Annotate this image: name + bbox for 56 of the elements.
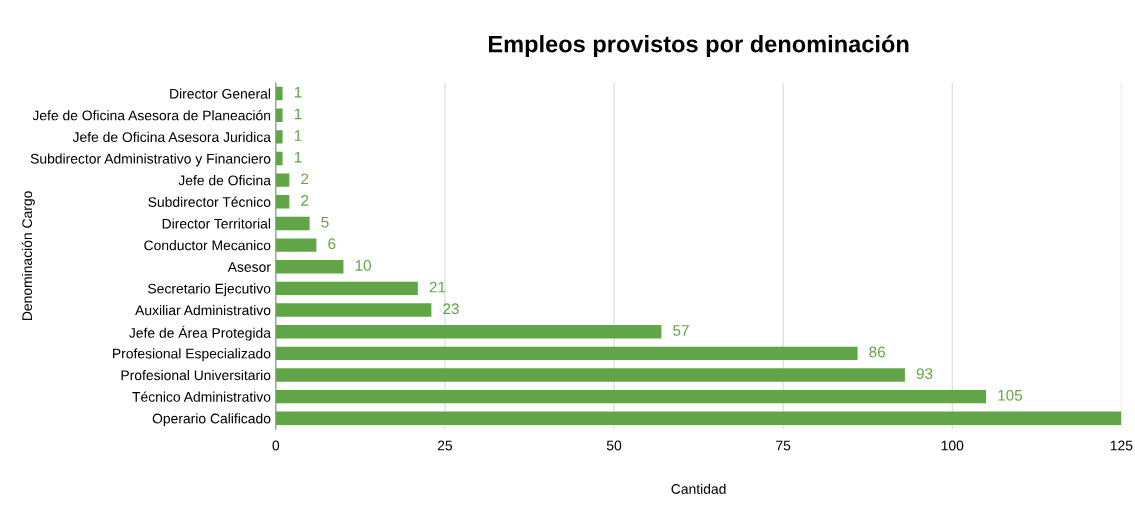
data-label: 105 [998,389,1023,401]
y-tick-label: Auxiliar Administrativo [135,305,271,316]
data-label: 1 [294,151,302,163]
y-tick-label: Asesor [227,262,271,272]
y-tick-label: Director Territorial [162,218,271,229]
x-tick-label: 25 [437,440,453,451]
data-label: 86 [869,346,885,358]
data-label: 1 [294,86,302,98]
bar [275,260,344,274]
x-tick-label: 50 [606,440,622,451]
bar [275,346,858,361]
bar [275,368,905,382]
y-tick-label: Jefe de Área Protegida [129,325,271,341]
y-tick-label: Conductor Mecanico [144,240,271,251]
bar [275,281,418,296]
data-label: 21 [429,281,446,293]
y-tick-label: Jefe de Oficina Asesora de Planeación [32,110,271,121]
y-tick-label: Jefe de Oficina Asesora Juridica [72,131,271,143]
bar [275,86,283,101]
bar [275,324,662,339]
x-tick-label: 0 [272,440,280,451]
y-tick-label: Subdirector Administrativo y Financiero [30,153,271,167]
data-label: 2 [301,173,309,185]
bar [275,411,1122,425]
y-tick-label: Profesional Especializado [113,348,271,362]
y-tick-label: Subdirector Técnico [148,196,271,207]
x-axis-title: Cantidad [671,483,726,494]
x-tick-label: 100 [941,440,964,451]
data-label: 6 [328,238,336,250]
data-label: 23 [443,303,459,315]
y-axis-title: Denominación Cargo [21,191,35,321]
x-tick-label: 125 [1110,440,1133,451]
y-tick-label: Técnico Administrativo [132,391,271,402]
bar [275,151,283,166]
data-label: 1 [294,108,302,120]
bar [275,238,317,252]
x-tick-label: 75 [776,440,791,451]
data-label: 10 [355,260,371,271]
data-label: 5 [321,216,329,228]
y-tick-label: Profesional Universitario [121,369,271,381]
data-label: 1 [294,130,302,141]
bar [275,389,987,404]
y-tick-label: Secretario Ejecutivo [148,283,271,297]
chart-title: Empleos provistos por denominación [488,34,909,58]
data-label: 2 [301,195,309,206]
y-tick-label: Director General [170,88,271,99]
y-tick-label: Jefe de Oficina [178,175,271,186]
y-tick-label: Operario Calificado [152,413,271,427]
bar [275,173,290,187]
bar [275,303,432,317]
bar [275,108,283,122]
bar [275,195,290,209]
data-label: 93 [916,368,933,380]
data-label: 57 [673,325,689,336]
bar [275,130,283,144]
bar [275,216,310,231]
